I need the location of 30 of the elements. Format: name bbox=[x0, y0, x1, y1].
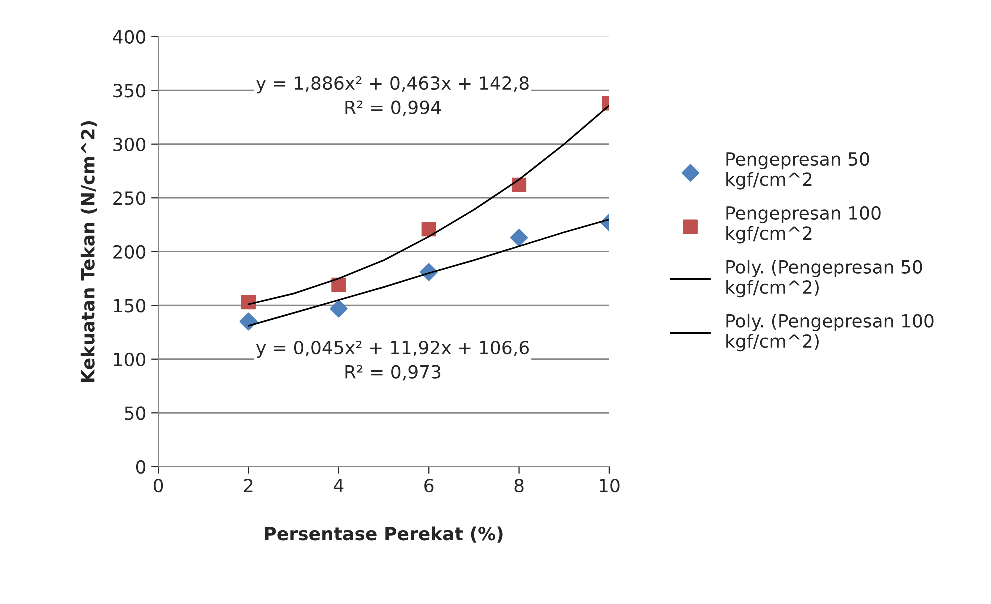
y-tick-label: 0 bbox=[136, 460, 146, 474]
legend-label: Pengepresan 50 kgf/cm^2 bbox=[726, 152, 870, 190]
legend-label: Poly. (Pengepresan 50 kgf/cm^2) bbox=[726, 260, 922, 298]
y-tick-label: 350 bbox=[114, 84, 146, 98]
legend-label: Poly. (Pengepresan 100 kgf/cm^2) bbox=[726, 314, 934, 352]
y-tick-label: 150 bbox=[114, 299, 146, 313]
point bbox=[240, 312, 258, 331]
annotation: y = 0,045x² + 11,92x + 106,6 R² = 0,973 bbox=[256, 340, 529, 381]
y-axis-title: Kekuatan Tekan (N/cm^2) bbox=[80, 122, 98, 382]
point bbox=[332, 278, 346, 292]
point bbox=[510, 228, 528, 247]
annotation: y = 1,886x² + 0,463x + 142,8 R² = 0,994 bbox=[256, 76, 529, 116]
y-tick-label: 250 bbox=[114, 192, 146, 206]
x-tick-label: 4 bbox=[334, 479, 344, 492]
y-tick-label: 200 bbox=[114, 245, 146, 259]
x-tick-label: 10 bbox=[600, 479, 620, 493]
x-tick-label: 8 bbox=[514, 479, 524, 493]
point bbox=[422, 222, 436, 237]
x-tick-label: 6 bbox=[424, 479, 434, 493]
legend-label: Pengepresan 100 kgf/cm^2 bbox=[726, 206, 881, 244]
point bbox=[241, 295, 256, 310]
x-tick-label: 0 bbox=[154, 479, 164, 493]
y-tick-label: 100 bbox=[114, 352, 146, 366]
y-tick-label: 300 bbox=[114, 138, 146, 152]
point bbox=[512, 178, 527, 192]
x-tick-label: 2 bbox=[244, 479, 253, 492]
y-tick-label: 50 bbox=[125, 406, 146, 420]
y-tick-label: 400 bbox=[113, 30, 146, 44]
point bbox=[330, 300, 348, 318]
x-axis-title: Persentase Perekat (%) bbox=[265, 526, 503, 543]
